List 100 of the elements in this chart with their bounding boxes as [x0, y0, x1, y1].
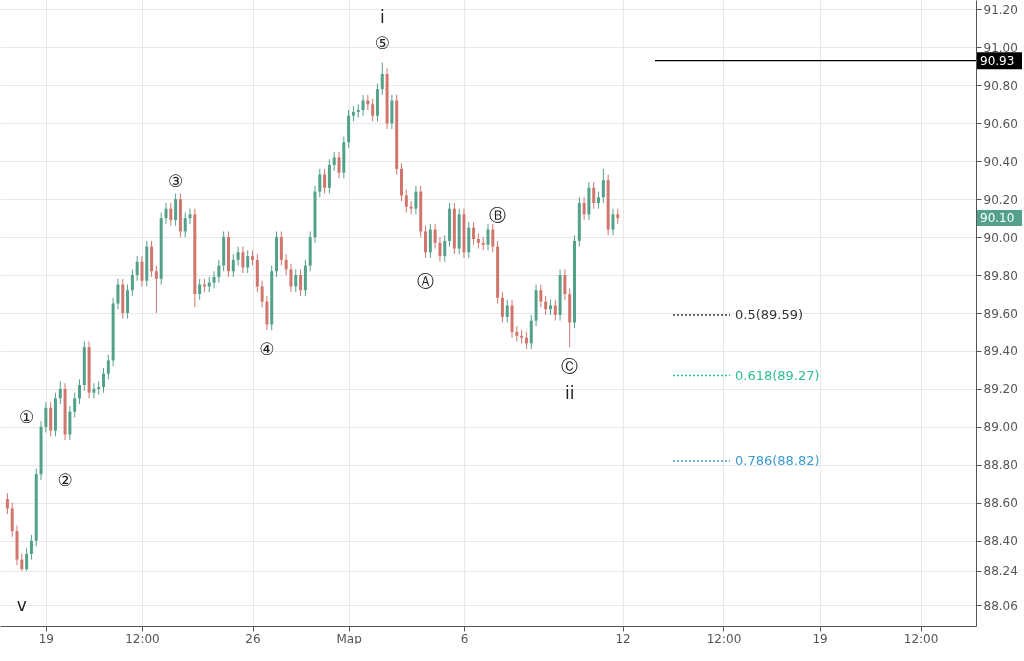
annotation: Ⓒ — [561, 356, 579, 376]
annotation: ③ — [167, 171, 184, 191]
candlestick — [327, 158, 331, 194]
y-tick-label: 89.00 — [983, 420, 1018, 435]
y-tick-label: 88.40 — [983, 534, 1018, 549]
candlestick — [582, 196, 586, 221]
candlestick — [299, 268, 303, 297]
annotation: ① — [19, 407, 35, 427]
y-tick-label: 90.40 — [983, 154, 1018, 169]
annotation: i — [379, 7, 385, 27]
candlestick — [236, 246, 240, 267]
y-tick-label: 88.80 — [983, 458, 1018, 473]
candlestick — [169, 202, 173, 227]
candlestick — [44, 401, 48, 434]
y-tick-label: 89.60 — [983, 306, 1018, 321]
y-tick-label: 88.24 — [983, 564, 1018, 579]
candlestick — [424, 225, 428, 259]
candlestick — [601, 168, 605, 204]
candlestick — [164, 202, 168, 225]
candlestick — [106, 354, 110, 380]
text: 90.10 — [980, 211, 1015, 225]
candlestick — [116, 278, 120, 310]
candlestick — [500, 291, 504, 323]
y-tick-label: 91.00 — [983, 40, 1018, 55]
candlestick — [486, 223, 490, 251]
candlestick — [371, 98, 375, 122]
ref-line-label: 90.93 — [980, 53, 1015, 68]
x-tick-label: 12 — [615, 631, 631, 646]
candlestick — [49, 401, 53, 437]
candlestick — [491, 223, 495, 253]
candlestick — [140, 255, 144, 287]
annotation: Ⓐ — [417, 271, 435, 291]
y-tick-label: 89.20 — [983, 382, 1018, 397]
annotation: ④ — [259, 339, 275, 359]
candlestick — [231, 253, 235, 278]
candlestick — [183, 211, 187, 238]
candlestick — [592, 181, 596, 210]
candlestick — [135, 255, 139, 282]
candlestick — [25, 547, 29, 572]
x-tick-label: 26 — [245, 631, 261, 646]
candlestick — [323, 168, 327, 194]
y-tick-label: 89.40 — [983, 344, 1018, 359]
ref-line-label: 0.5(89.59) — [735, 306, 804, 322]
candlestick — [289, 263, 293, 293]
ref-line-label: 0.786(88.82) — [735, 452, 820, 468]
x-tick-label: 6 — [460, 631, 469, 646]
candlestick — [337, 151, 341, 179]
candlestick — [472, 221, 476, 246]
candlestick — [284, 253, 288, 276]
candlestick — [438, 236, 442, 263]
candlestick — [505, 299, 509, 323]
candlestick — [212, 270, 216, 289]
annotation: ② — [57, 470, 73, 490]
candlestick — [68, 405, 72, 441]
candlestick — [361, 94, 365, 117]
candlestick — [102, 367, 106, 394]
candlestick — [563, 268, 567, 301]
candlestick — [332, 151, 336, 172]
candlestick — [294, 268, 298, 293]
y-tick-label: 90.00 — [983, 230, 1018, 245]
candlestick — [241, 246, 245, 274]
candlestick — [544, 295, 548, 316]
candlestick — [279, 230, 283, 267]
candlestick — [433, 223, 437, 249]
candlestick — [58, 380, 62, 405]
x-tick-label: 19 — [38, 631, 54, 646]
x-tick-label: 12:00 — [706, 631, 742, 646]
candlestick — [265, 295, 269, 331]
candlestick — [29, 534, 33, 561]
candlestick — [154, 265, 158, 314]
annotation: ii — [564, 383, 575, 403]
y-tick-label: 90.60 — [983, 116, 1018, 131]
candlestick — [174, 192, 178, 227]
candlestick — [414, 185, 418, 215]
candlestick — [356, 103, 360, 119]
candlestick — [611, 208, 615, 236]
annotation: Ⓑ — [489, 205, 507, 225]
candlestick — [390, 94, 394, 130]
candlestick — [404, 189, 408, 213]
candlestick — [126, 284, 130, 320]
candlestick — [380, 62, 384, 96]
ref-line-label: 0.618(89.27) — [735, 367, 820, 383]
candlestick — [443, 234, 447, 263]
candlestick — [409, 200, 413, 215]
y-tick-label: 91.20 — [983, 2, 1018, 17]
candlestick — [97, 380, 101, 396]
candlestick — [73, 392, 77, 418]
annotation: ⑤ — [374, 33, 390, 53]
candlestick — [260, 280, 264, 308]
candlestick — [5, 492, 9, 515]
x-tick-label: 19 — [812, 631, 828, 646]
candlestick — [217, 259, 221, 284]
candlestick — [428, 223, 432, 259]
annotation: v — [16, 595, 27, 615]
y-tick-label: 88.60 — [983, 496, 1018, 511]
candlestick — [553, 299, 557, 322]
x-tick-label: 12:00 — [903, 631, 939, 646]
candlestick — [246, 249, 250, 274]
candlestick — [92, 382, 96, 399]
candlestick — [539, 284, 543, 308]
